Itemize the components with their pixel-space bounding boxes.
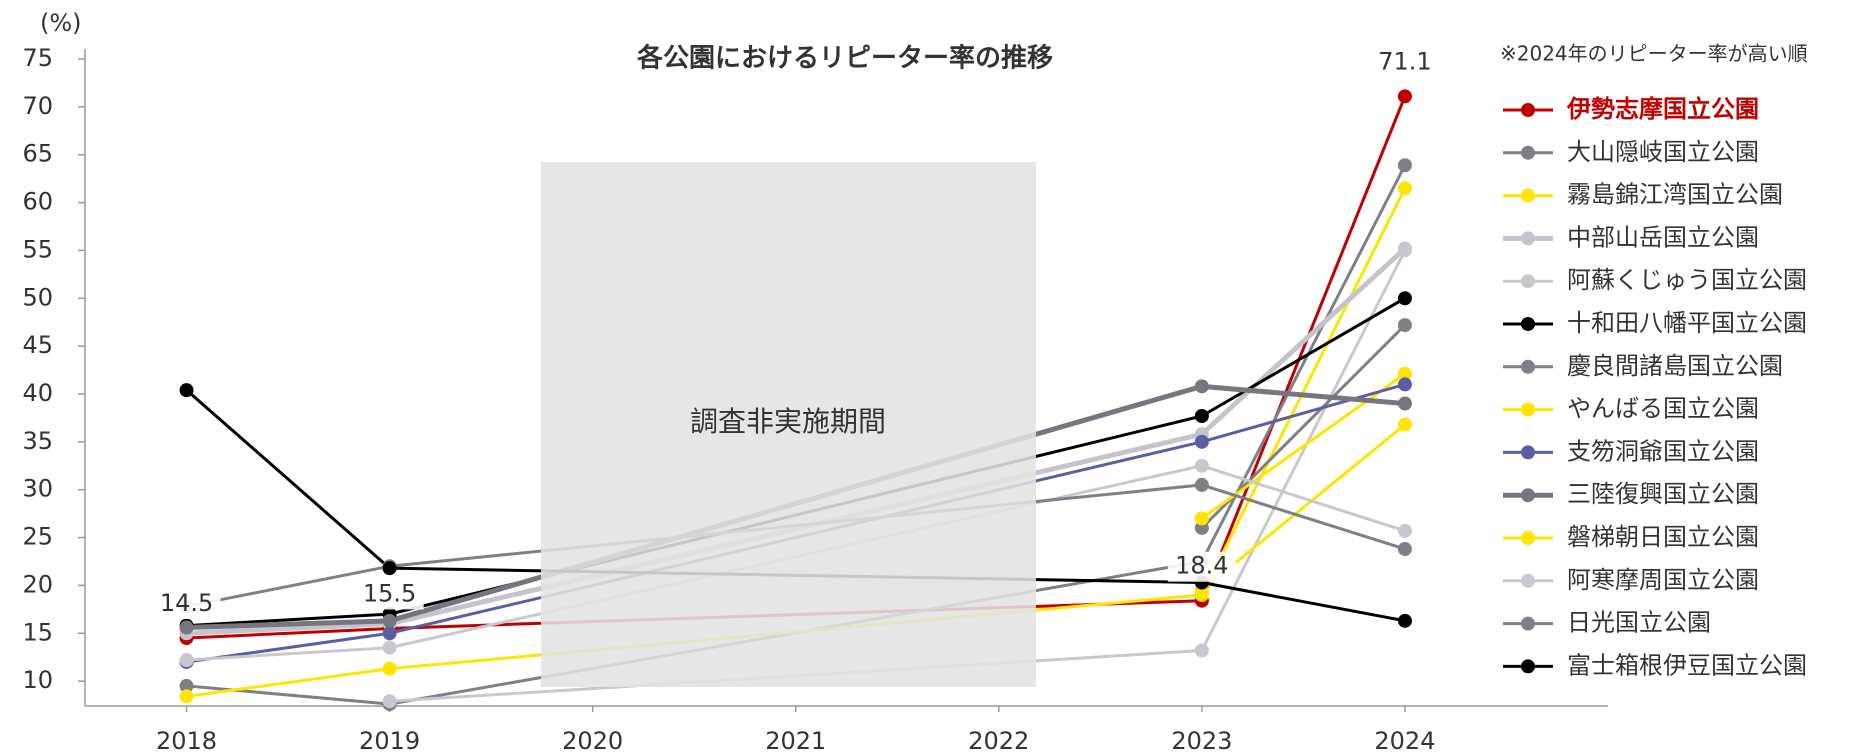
- note: ※2024年のリピーター率が高い順: [1500, 42, 1808, 66]
- data-point: [179, 689, 194, 704]
- data-point: [1194, 408, 1209, 423]
- value-label: 71.1: [1378, 47, 1431, 75]
- legend-marker: [1521, 616, 1535, 631]
- data-point: [179, 620, 194, 635]
- legend-marker: [1521, 103, 1535, 117]
- value-label: 14.5: [160, 589, 213, 617]
- data-point: [1397, 523, 1412, 538]
- legend-label: 大山隠岐国立公園: [1567, 138, 1759, 166]
- legend-marker: [1521, 188, 1535, 203]
- y-tick-label: 15: [22, 618, 53, 646]
- data-point: [1397, 181, 1412, 196]
- data-point: [382, 626, 397, 641]
- value-label-bg: [355, 579, 424, 610]
- data-point: [1397, 613, 1412, 628]
- legend-label: やんばる国立公園: [1567, 395, 1759, 423]
- legend-marker: [1521, 659, 1535, 674]
- data-point: [1194, 379, 1209, 394]
- legend-marker: [1521, 445, 1535, 460]
- data-point: [1397, 366, 1412, 381]
- legend-label: 中部山岳国立公園: [1567, 223, 1759, 251]
- y-tick-label: 55: [22, 235, 53, 263]
- legend-label: 慶良間諸島国立公園: [1567, 352, 1783, 380]
- y-tick-label: 65: [22, 140, 53, 168]
- y-tick-label: 35: [22, 427, 53, 455]
- data-point: [1397, 396, 1412, 411]
- chart-title: 各公園におけるリピーター率の推移: [636, 43, 1053, 74]
- y-unit: (%): [40, 9, 82, 37]
- y-tick-label: 20: [22, 570, 53, 598]
- y-tick-label: 40: [22, 379, 53, 407]
- y-tick-label: 10: [22, 666, 53, 694]
- x-tick-label: 2024: [1374, 727, 1435, 755]
- legend-marker: [1521, 573, 1535, 588]
- data-point: [1397, 291, 1412, 306]
- data-point: [1194, 520, 1209, 535]
- no-survey-label: 調査非実施期間: [690, 405, 886, 438]
- data-point: [1194, 643, 1209, 658]
- data-point: [1397, 318, 1412, 333]
- y-tick-label: 25: [22, 523, 53, 551]
- legend-marker: [1521, 531, 1535, 545]
- value-label-bg: [1370, 47, 1439, 78]
- legend-label: 伊勢志摩国立公園: [1566, 95, 1759, 123]
- data-point: [1194, 434, 1209, 449]
- data-point: [179, 678, 194, 693]
- y-tick-label: 75: [22, 44, 53, 72]
- legend-marker: [1521, 145, 1535, 160]
- legend-label: 十和田八幡平国立公園: [1567, 309, 1807, 337]
- y-tick-label: 45: [22, 331, 53, 359]
- y-tick-label: 50: [22, 283, 53, 311]
- value-label: 15.5: [363, 579, 416, 607]
- no-survey-box: [541, 162, 1036, 687]
- x-tick-label: 2021: [765, 727, 826, 755]
- legend-label: 日光国立公園: [1567, 609, 1711, 637]
- legend-marker: [1521, 274, 1535, 289]
- legend-label: 阿蘇くじゅう国立公園: [1567, 266, 1807, 294]
- legend-marker: [1521, 231, 1535, 246]
- legend-marker: [1521, 317, 1535, 331]
- legend-marker: [1521, 359, 1535, 374]
- legend-label: 富士箱根伊豆国立公園: [1567, 651, 1807, 679]
- data-point: [1397, 377, 1412, 392]
- legend-label: 阿寒摩周国立公園: [1567, 566, 1759, 594]
- legend-label: 三陸復興国立公園: [1567, 480, 1759, 508]
- y-tick-label: 60: [22, 188, 53, 216]
- data-point: [179, 383, 194, 398]
- legend-marker: [1521, 488, 1535, 503]
- data-point: [179, 653, 194, 668]
- data-point: [1194, 511, 1209, 526]
- data-point: [382, 613, 397, 628]
- value-label: 18.4: [1175, 552, 1228, 580]
- x-tick-label: 2020: [562, 727, 623, 755]
- data-point: [382, 661, 397, 676]
- x-tick-label: 2022: [968, 727, 1029, 755]
- data-point: [1194, 477, 1209, 492]
- x-tick-label: 2018: [156, 727, 217, 755]
- data-point: [382, 561, 397, 576]
- data-point: [382, 640, 397, 655]
- data-point: [1397, 158, 1412, 173]
- value-label-bg: [1167, 551, 1236, 582]
- data-point: [1194, 458, 1209, 473]
- y-tick-label: 30: [22, 475, 53, 503]
- y-tick-label: 70: [22, 92, 53, 120]
- data-point: [382, 694, 397, 709]
- legend-marker: [1521, 402, 1535, 417]
- data-point: [1397, 417, 1412, 432]
- value-label-bg: [152, 589, 221, 620]
- data-point: [1397, 89, 1412, 104]
- x-tick-label: 2023: [1171, 727, 1232, 755]
- data-point: [1397, 542, 1412, 557]
- x-tick-label: 2019: [359, 727, 420, 755]
- legend-label: 霧島錦江湾国立公園: [1567, 181, 1783, 209]
- data-point: [1397, 243, 1412, 258]
- legend-label: 支笏洞爺国立公園: [1567, 437, 1759, 465]
- legend-label: 磐梯朝日国立公園: [1567, 523, 1759, 551]
